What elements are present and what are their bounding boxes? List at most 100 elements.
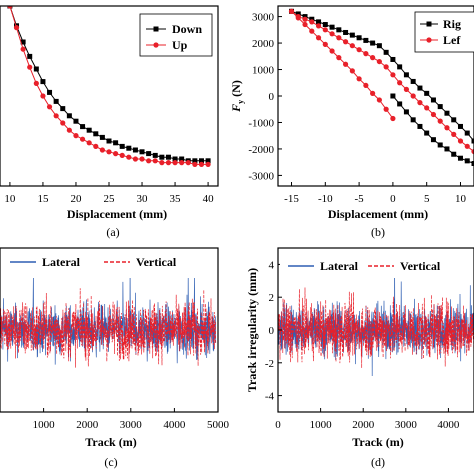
legend-marker xyxy=(153,26,159,32)
data-point xyxy=(205,158,211,164)
data-point xyxy=(309,16,315,22)
data-point xyxy=(179,156,185,162)
data-point xyxy=(20,39,26,45)
data-point xyxy=(356,47,362,53)
series-line-lef xyxy=(291,10,474,152)
data-point xyxy=(342,39,349,45)
data-point xyxy=(329,31,335,37)
data-point xyxy=(464,143,470,149)
legend-label: Lef xyxy=(443,33,461,47)
data-point xyxy=(315,23,322,29)
panel-caption: (d) xyxy=(371,455,385,469)
data-point xyxy=(13,25,20,31)
data-point xyxy=(132,156,139,162)
data-point xyxy=(99,147,105,153)
data-point xyxy=(356,76,362,82)
data-point xyxy=(383,49,389,55)
data-point xyxy=(437,104,443,110)
data-point xyxy=(349,68,355,74)
data-point xyxy=(370,90,376,96)
data-point xyxy=(403,86,410,92)
data-point xyxy=(73,118,79,124)
legend-label: Up xyxy=(172,38,188,52)
data-point xyxy=(437,118,443,124)
x-tick-label: 4000 xyxy=(163,419,186,431)
data-point xyxy=(139,149,145,155)
data-point xyxy=(370,55,376,61)
data-point xyxy=(397,64,403,70)
x-tick-label: 15 xyxy=(37,193,49,205)
y-tick-label: 2000 xyxy=(252,38,275,50)
data-point xyxy=(126,145,132,151)
data-point xyxy=(165,160,172,166)
data-point xyxy=(146,151,152,157)
legend: Lateral Vertical xyxy=(2,254,216,278)
data-point xyxy=(198,158,204,164)
data-point xyxy=(363,82,369,89)
data-point xyxy=(342,61,349,67)
x-tick-label: 1000 xyxy=(310,419,333,431)
data-point xyxy=(464,158,470,164)
data-point xyxy=(295,15,301,21)
y-tick-label: -4 xyxy=(265,391,275,403)
x-tick-label: 25 xyxy=(104,193,116,205)
legend-label: Vertical xyxy=(400,259,441,273)
x-tick-label: 5000 xyxy=(207,419,230,431)
series-rig xyxy=(289,8,474,166)
legend-label: Down xyxy=(172,22,202,36)
data-point xyxy=(451,117,457,123)
data-point xyxy=(126,154,132,160)
plot-area-b xyxy=(288,8,474,166)
y-axis-label: Track irregularity (mm) xyxy=(245,268,259,392)
data-point xyxy=(322,27,328,33)
y-tick-label: 4 xyxy=(269,259,275,271)
data-point xyxy=(343,29,349,35)
data-point xyxy=(106,149,112,155)
data-point xyxy=(86,127,92,133)
data-point xyxy=(383,64,389,70)
panel-caption: (a) xyxy=(106,225,119,239)
x-axis-label: Track (m) xyxy=(352,435,403,449)
data-point xyxy=(192,158,198,164)
data-point xyxy=(329,24,335,30)
data-point xyxy=(410,78,416,84)
data-point xyxy=(93,143,99,149)
series-line-rig xyxy=(392,95,474,164)
series-up xyxy=(7,6,211,167)
y-axis-label: Fy (N) xyxy=(229,80,245,113)
x-tick-label: 35 xyxy=(170,193,182,205)
data-point xyxy=(417,85,423,91)
data-point xyxy=(316,19,322,25)
legend-box xyxy=(414,11,474,53)
x-tick-label: 30 xyxy=(137,193,149,205)
data-point xyxy=(471,161,474,166)
series-line-vertical xyxy=(278,287,474,369)
legend-label: Rig xyxy=(443,17,461,31)
data-point xyxy=(159,154,165,160)
data-point xyxy=(363,37,369,43)
data-point xyxy=(198,161,205,167)
data-point xyxy=(464,130,470,136)
x-tick-label: 0 xyxy=(390,193,396,205)
data-point xyxy=(47,89,53,95)
data-point xyxy=(430,97,436,103)
legend-box xyxy=(139,13,213,57)
data-point xyxy=(288,8,295,14)
x-tick-label: -10 xyxy=(318,193,333,205)
data-point xyxy=(363,51,369,57)
data-point xyxy=(349,43,355,49)
x-tick-label: 40 xyxy=(203,193,215,205)
y-tick-label: 2 xyxy=(269,292,275,304)
data-point xyxy=(390,56,396,62)
series-line-rig xyxy=(291,10,474,142)
data-point xyxy=(146,158,152,164)
series-lef xyxy=(288,8,474,155)
data-point xyxy=(113,151,119,157)
data-point xyxy=(106,138,112,144)
data-point xyxy=(132,147,138,153)
data-point xyxy=(410,93,416,99)
data-point xyxy=(430,111,437,118)
panel-caption: (b) xyxy=(371,225,385,239)
data-point xyxy=(99,134,105,140)
data-point xyxy=(424,130,430,136)
